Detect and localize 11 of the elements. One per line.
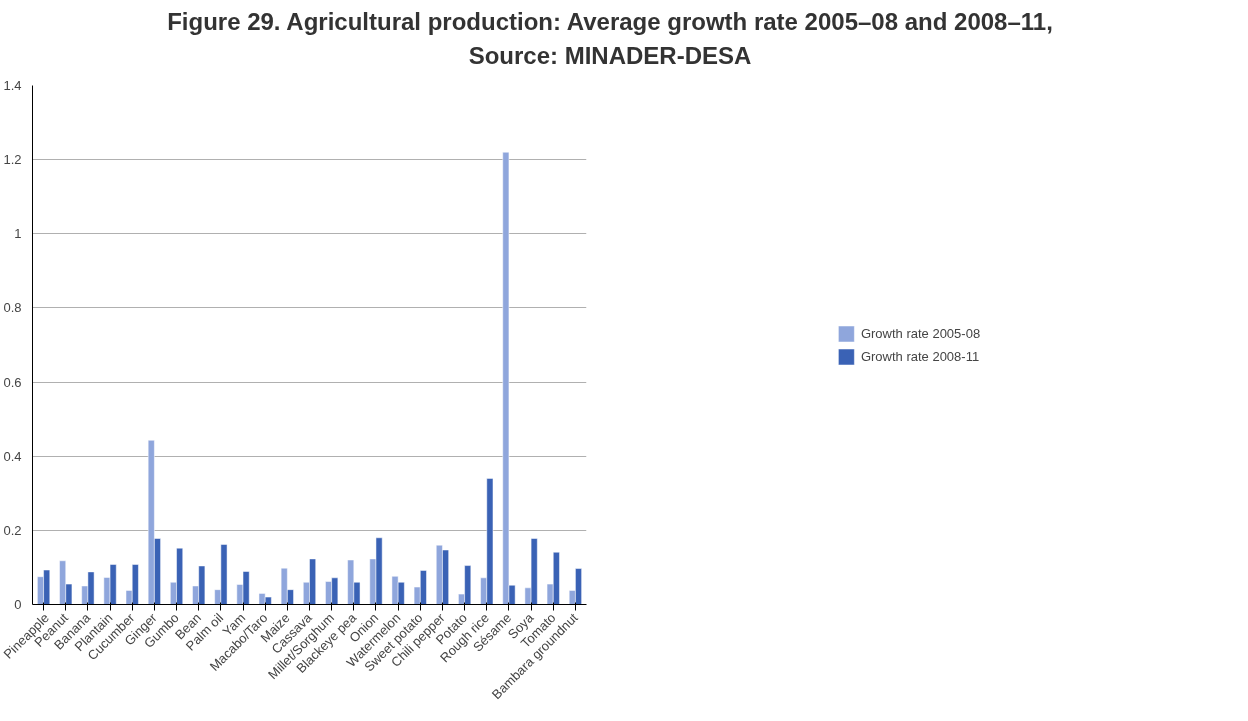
y-tick-label: 0.8 [3, 300, 22, 316]
legend-label: Growth rate 2005-08 [860, 325, 981, 341]
y-tick-label: 1.2 [3, 152, 22, 168]
y-tick-label: 1 [14, 226, 22, 242]
y-tick-label: 0.2 [3, 522, 22, 538]
chart-title: Figure 29. Agricultural production: Average growth rate 2005–08 and 2008–11, Source: MINADER-DESA [166, 7, 1054, 72]
y-tick-label: 0 [14, 597, 22, 612]
y-tick-label: 1.4 [3, 78, 22, 93]
y-tick-label: 0.6 [3, 374, 22, 390]
legend-label: Growth rate 2008-11 [860, 348, 980, 364]
y-tick-label: 0.4 [3, 448, 22, 464]
